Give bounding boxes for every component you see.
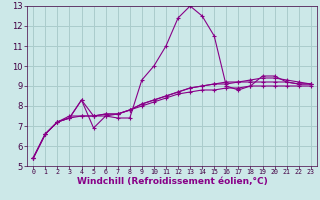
X-axis label: Windchill (Refroidissement éolien,°C): Windchill (Refroidissement éolien,°C) (76, 177, 268, 186)
